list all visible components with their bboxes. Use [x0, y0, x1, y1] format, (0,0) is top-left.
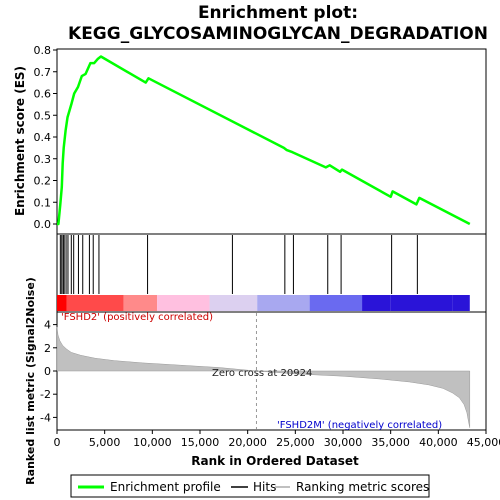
color-bar-segment: [362, 295, 391, 311]
metric-y-tick-label: 2: [44, 342, 51, 355]
x-tick-label: 5,000: [89, 436, 121, 449]
metric-y-tick-label: 4: [44, 319, 51, 332]
metric-area: [56, 326, 471, 428]
positive-correlation-label: 'FSHD2' (positively correlated): [61, 312, 213, 323]
x-tick-label: 15,000: [181, 436, 220, 449]
color-bar-segment: [123, 295, 158, 311]
x-tick-label: 10,000: [133, 436, 172, 449]
color-bar-segment: [390, 295, 453, 311]
es-y-tick-label: 0.4: [34, 131, 52, 144]
x-tick-label: 40,000: [419, 436, 458, 449]
x-tick-label: 35,000: [371, 436, 410, 449]
color-bar-segment: [157, 295, 210, 311]
legend-frame: [70, 474, 430, 498]
x-tick-label: 45,000: [467, 436, 500, 449]
metric-group: [56, 313, 471, 429]
legend: Enrichment profile Hits Ranking metric s…: [70, 474, 430, 498]
es-line-series: [57, 55, 471, 226]
legend-enrichment-label: Enrichment profile: [110, 480, 221, 494]
metric-y-tick-label: -2: [40, 388, 51, 401]
es-y-axis-label: Enrichment score (ES): [13, 66, 27, 216]
color-bar-segment: [257, 295, 310, 311]
es-y-tick-label: 0.6: [34, 88, 52, 101]
color-bar-segment: [66, 295, 124, 311]
es-y-tick-label: 0.2: [34, 175, 52, 188]
es-y-tick-label: 0.1: [34, 196, 52, 209]
x-tick-label: 20,000: [228, 436, 267, 449]
color-bar-segment: [452, 295, 470, 311]
color-bar-segment: [209, 295, 258, 311]
chart-title-line2: KEGG_GLYCOSAMINOGLYCAN_DEGRADATION: [68, 24, 488, 44]
x-tick-label: 25,000: [276, 436, 315, 449]
hits-group: [59, 235, 418, 294]
color-bar-segment: [57, 295, 67, 311]
metric-y-tick-label: 0: [44, 365, 51, 378]
color-bar-segment: [309, 295, 363, 311]
x-tick-label: 30,000: [324, 436, 363, 449]
metric-y-ticks: -4 -2 0 2 4: [40, 319, 57, 424]
metric-y-tick-label: -4: [40, 411, 51, 424]
chart-title-line1: Enrichment plot:: [198, 3, 358, 23]
negative-correlation-label: 'FSHD2M' (negatively correlated): [277, 420, 442, 431]
zero-cross-label: Zero cross at 20924: [212, 368, 312, 379]
es-y-tick-label: 0.8: [34, 44, 52, 57]
es-y-tick-label: 0.3: [34, 153, 52, 166]
x-axis-label: Rank in Ordered Dataset: [191, 454, 359, 468]
legend-hits-label: Hits: [253, 480, 276, 494]
x-ticks: 0 5,000 10,000 15,000 20,000 25,000 30,000 35,0…: [54, 430, 500, 449]
legend-metric-label: Ranking metric scores: [296, 480, 429, 494]
x-tick-label: 0: [54, 436, 61, 449]
es-line-group: [57, 55, 471, 226]
es-y-tick-label: 0.5: [34, 109, 52, 122]
es-y-tick-label: 0.0: [34, 218, 52, 231]
rank-color-bar: [57, 295, 470, 311]
metric-y-axis-label: Ranked list metric (Signal2Noise): [24, 277, 37, 485]
es-y-tick-label: 0.7: [34, 66, 52, 79]
es-y-ticks: 0.0 0.1 0.2 0.3 0.4 0.5 0.6 0.7 0.8: [34, 44, 57, 231]
